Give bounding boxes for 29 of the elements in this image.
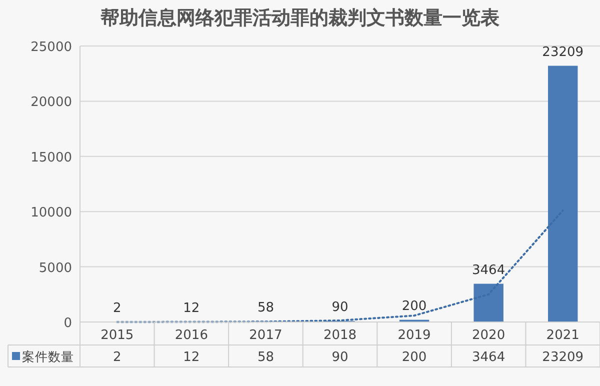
text: 90	[332, 300, 348, 316]
text: 23209	[542, 44, 584, 60]
data-label: 200	[402, 350, 427, 365]
data-label: 2	[113, 350, 122, 365]
text: 2	[113, 300, 122, 316]
data-label: 90	[332, 350, 348, 365]
y-tick-label: 25000	[30, 40, 72, 55]
x-tick-label: 2019	[398, 328, 431, 343]
x-tick-label: 2021	[546, 328, 580, 343]
data-label: 12	[183, 350, 200, 365]
y-tick-label: 10000	[30, 206, 72, 221]
x-tick-label: 2015	[100, 328, 134, 343]
y-tick-label: 20000	[30, 95, 72, 110]
data-label: 58	[257, 350, 274, 365]
text: 3464	[472, 262, 506, 278]
text: 58	[257, 300, 274, 316]
y-tick-label: 15000	[30, 150, 72, 166]
data-label: 3464	[472, 350, 506, 365]
text: 200	[402, 298, 427, 314]
x-tick-label: 2020	[472, 328, 506, 343]
legend-label: 案件数量	[22, 349, 74, 364]
y-tick-label: 5000	[38, 260, 72, 276]
data-label: 23209	[542, 350, 584, 365]
chart-title: 帮助信息网络犯罪活动罪的裁判文书数量一览表	[100, 7, 500, 29]
x-tick-label: 2016	[174, 328, 208, 343]
y-tick-label: 0	[64, 316, 72, 331]
text: 12	[183, 300, 200, 316]
x-tick-label: 2018	[323, 328, 357, 343]
x-tick-label: 2017	[249, 328, 282, 343]
